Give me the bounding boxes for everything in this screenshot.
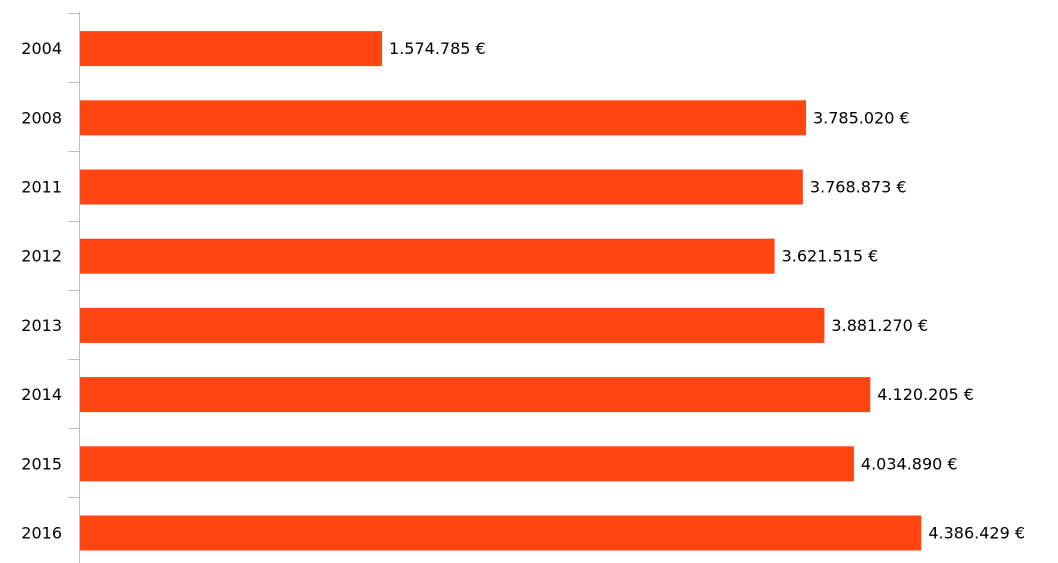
data-label: 3.768.873 € (810, 178, 907, 197)
y-tick-label: 2008 (21, 108, 62, 127)
data-label: 1.574.785 € (389, 39, 486, 58)
bar (80, 100, 806, 136)
data-label: 3.621.515 € (782, 247, 879, 266)
y-tick-label: 2016 (21, 524, 62, 543)
bar (80, 307, 825, 343)
bar (80, 377, 871, 413)
y-tick-label: 2004 (21, 39, 62, 58)
data-label: 3.785.020 € (813, 108, 910, 127)
data-label: 3.881.270 € (831, 316, 928, 335)
y-tick-label: 2015 (21, 454, 62, 473)
data-label: 4.386.429 € (928, 524, 1025, 543)
bar (80, 446, 854, 482)
y-tick-label: 2012 (21, 247, 62, 266)
bar (80, 238, 775, 274)
y-tick-label: 2011 (21, 178, 62, 197)
bar (80, 31, 383, 67)
y-tick-label: 2013 (21, 316, 62, 335)
data-label: 4.034.890 € (861, 454, 958, 473)
data-label: 4.120.205 € (877, 385, 974, 404)
bar (80, 515, 922, 551)
bar (80, 169, 803, 205)
y-tick-label: 2014 (21, 385, 62, 404)
